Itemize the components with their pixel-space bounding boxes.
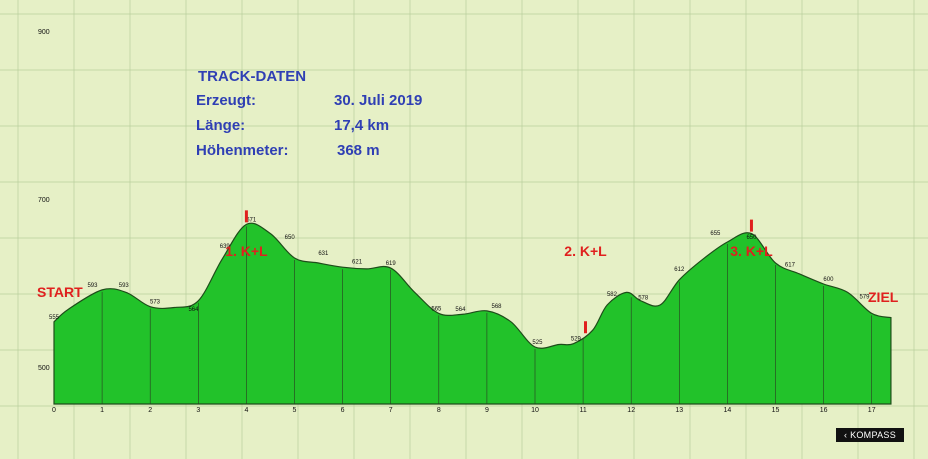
x-tick-label: 13 [675, 407, 683, 414]
elevation-label: 525 [532, 340, 543, 346]
start-label: START [37, 284, 83, 300]
stop-marker-label: 2. K+L [564, 243, 607, 259]
elevation-labels: 555 593 593 573 564 639 671 650 631 621 619 565 564 5… [49, 217, 870, 346]
elevation-label: 671 [246, 217, 257, 223]
x-tick-label: 5 [293, 407, 297, 414]
elevation-label: 655 [710, 231, 721, 237]
x-tick-label: 0 [52, 407, 56, 414]
kompass-badge-text: KOMPASS [850, 430, 897, 440]
info-label-created: Erzeugt: [196, 92, 256, 109]
elevation-label: 631 [318, 251, 329, 257]
stop-markers: 1. K+L 2. K+L 3. K+L [225, 210, 773, 334]
x-tick-label: 11 [579, 407, 586, 414]
kompass-arrow-icon: ‹ [843, 430, 848, 440]
x-tick-label: 9 [485, 407, 489, 414]
info-label-ascent: Höhenmeter: [196, 142, 289, 159]
elevation-label: 619 [386, 261, 397, 267]
y-tick-label: 700 [38, 197, 50, 204]
elevation-label: 612 [674, 267, 685, 273]
elevation-label: 650 [746, 235, 757, 241]
x-tick-label: 17 [868, 407, 876, 414]
x-tick-label: 4 [244, 407, 248, 414]
x-tick-label: 8 [437, 407, 441, 414]
kompass-badge: ‹ KOMPASS [836, 428, 904, 442]
info-value-length: 17,4 km [334, 117, 390, 134]
elevation-label: 573 [150, 300, 161, 306]
elevation-label: 600 [823, 277, 834, 283]
x-tick-label: 6 [341, 407, 345, 414]
elevation-label: 593 [87, 283, 98, 289]
elevation-label: 564 [188, 307, 199, 313]
stop-marker-label: 1. K+L [225, 243, 268, 259]
x-tick-label: 15 [772, 407, 780, 414]
y-tick-label: 900 [38, 29, 50, 36]
elevation-area [53, 222, 892, 405]
elevation-label: 579 [859, 295, 870, 301]
elevation-label: 639 [220, 244, 231, 250]
elevation-label: 565 [431, 306, 442, 312]
x-tick-label: 1 [100, 407, 104, 414]
km-lines [101, 226, 873, 404]
end-label: ZIEL [868, 289, 899, 305]
x-tick-label: 7 [389, 407, 393, 414]
info-value-ascent: 368 m [337, 142, 380, 159]
y-tick-label: 500 [38, 365, 50, 372]
elevation-label: 582 [607, 292, 618, 298]
x-tick-label: 2 [148, 407, 152, 414]
info-value-created: 30. Juli 2019 [334, 92, 423, 109]
elevation-label: 529 [571, 337, 582, 343]
stop-marker-label: 3. K+L [730, 243, 773, 259]
x-tick-label: 12 [627, 407, 635, 414]
elevation-label: 564 [455, 307, 466, 313]
elevation-label: 650 [285, 235, 296, 241]
elevation-area-layer [53, 222, 892, 405]
elevation-label: 621 [352, 259, 363, 265]
x-tick-label: 14 [724, 407, 732, 414]
track-heading: TRACK-DATEN [198, 68, 307, 85]
info-label-length: Länge: [196, 117, 246, 134]
x-tick-label: 3 [196, 407, 200, 414]
elevation-label: 593 [119, 283, 130, 289]
x-tick-label: 16 [820, 407, 828, 414]
elevation-label: 555 [49, 315, 60, 321]
elevation-label: 617 [785, 263, 796, 269]
elevation-label: 578 [638, 295, 649, 301]
elevation-label: 568 [492, 304, 503, 310]
x-tick-label: 10 [531, 407, 539, 414]
